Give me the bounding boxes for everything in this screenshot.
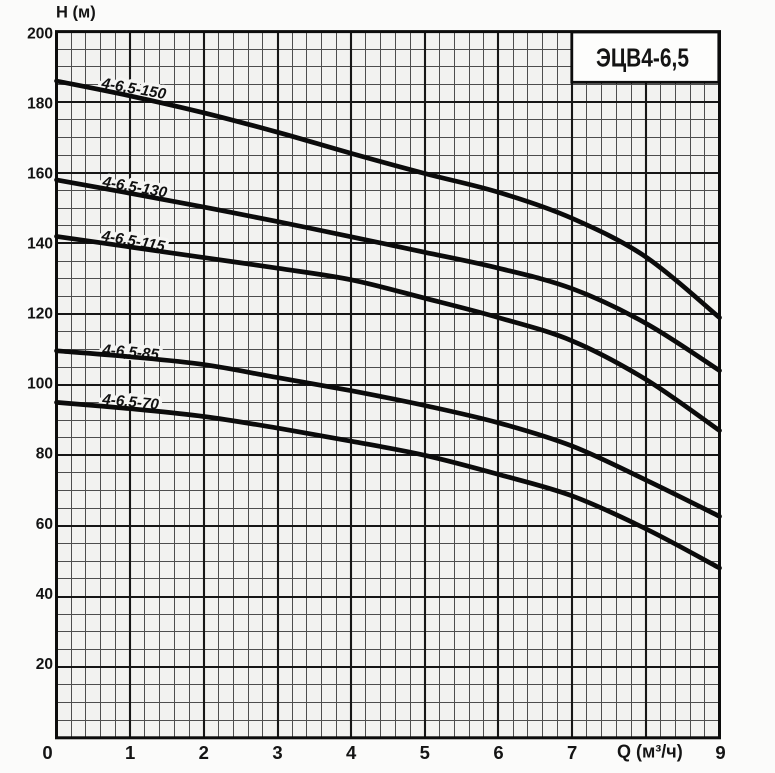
svg-text:200: 200 bbox=[27, 25, 53, 42]
svg-text:1: 1 bbox=[125, 742, 135, 763]
svg-text:6: 6 bbox=[493, 742, 503, 763]
svg-text:7: 7 bbox=[567, 742, 577, 763]
svg-text:40: 40 bbox=[36, 586, 53, 603]
svg-text:ЭЦВ4-6,5: ЭЦВ4-6,5 bbox=[596, 45, 689, 73]
svg-text:60: 60 bbox=[36, 516, 53, 533]
svg-text:80: 80 bbox=[36, 446, 53, 463]
svg-text:3: 3 bbox=[272, 742, 282, 763]
svg-text:180: 180 bbox=[27, 95, 53, 112]
svg-text:140: 140 bbox=[27, 236, 53, 253]
svg-text:9: 9 bbox=[715, 742, 725, 763]
svg-text:160: 160 bbox=[27, 165, 53, 182]
svg-text:4: 4 bbox=[346, 742, 357, 763]
svg-text:120: 120 bbox=[27, 306, 53, 323]
svg-text:Q (м³/ч): Q (м³/ч) bbox=[617, 742, 683, 762]
svg-text:100: 100 bbox=[27, 376, 53, 393]
svg-text:20: 20 bbox=[36, 656, 53, 673]
svg-text:0: 0 bbox=[42, 742, 52, 763]
svg-text:2: 2 bbox=[199, 742, 209, 763]
svg-text:H (м): H (м) bbox=[56, 3, 96, 21]
svg-text:5: 5 bbox=[420, 742, 430, 763]
